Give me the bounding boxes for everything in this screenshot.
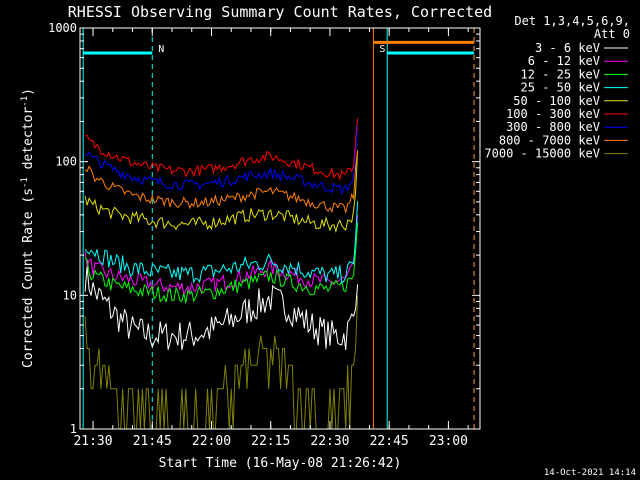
legend-entry-label: 6 - 12 keV [528,54,600,68]
legend-entry-label: 12 - 25 keV [521,67,600,81]
flag-annotation: S [379,44,385,55]
legend-entry-label: 300 - 800 keV [506,120,600,134]
y-axis-label-mid: detector [21,107,36,178]
y-tick-label: 10 [63,288,77,302]
series-line [84,150,359,214]
legend-entry-label: 50 - 100 keV [513,94,600,108]
x-tick-label: 22:00 [192,434,231,449]
legend-entry-label: 800 - 7000 keV [499,133,600,147]
y-tick-label: 1 [70,422,77,436]
x-tick-label: 23:00 [429,434,468,449]
legend-header-line1: Det 1,3,4,5,6,9, [514,14,630,28]
series-line [84,265,359,350]
y-axis-label: Corrected Count Rate (s-1 detector-1) [20,88,36,368]
legend-entry-label: 7000 - 15000 keV [484,147,600,161]
y-axis-label-end: ) [21,88,36,96]
legend-entry-label: 3 - 6 keV [535,41,600,55]
series-line [84,125,359,196]
series-line [84,222,359,304]
series-line [85,118,359,181]
y-axis-label-main: Corrected Count Rate (s [21,188,36,368]
series-line [84,201,359,284]
y-tick-label: 1000 [48,21,77,35]
legend-entry-label: 25 - 50 keV [521,81,600,95]
y-axis-label-sup2: -1 [20,96,30,107]
timestamp: 14-Oct-2021 14:14 [544,468,636,478]
flag-annotation: N [158,44,164,55]
y-tick-label: 100 [55,155,77,169]
x-tick-label: 21:30 [73,434,112,449]
x-tick-label: 21:45 [133,434,172,449]
y-axis-label-sup1: -1 [20,177,30,188]
plot-frame [79,27,481,430]
chart-title: RHESSI Observing Summary Count Rates, Co… [68,3,492,21]
series-line [84,295,359,430]
x-tick-label: 22:45 [370,434,409,449]
legend-header-line2: Att 0 [594,27,630,41]
x-tick-label: 22:30 [310,434,349,449]
x-axis-label: Start Time (16-May-08 21:26:42) [159,456,402,471]
legend-entry-label: 100 - 300 keV [506,107,600,121]
x-tick-label: 22:15 [251,434,290,449]
series-line [84,150,359,234]
